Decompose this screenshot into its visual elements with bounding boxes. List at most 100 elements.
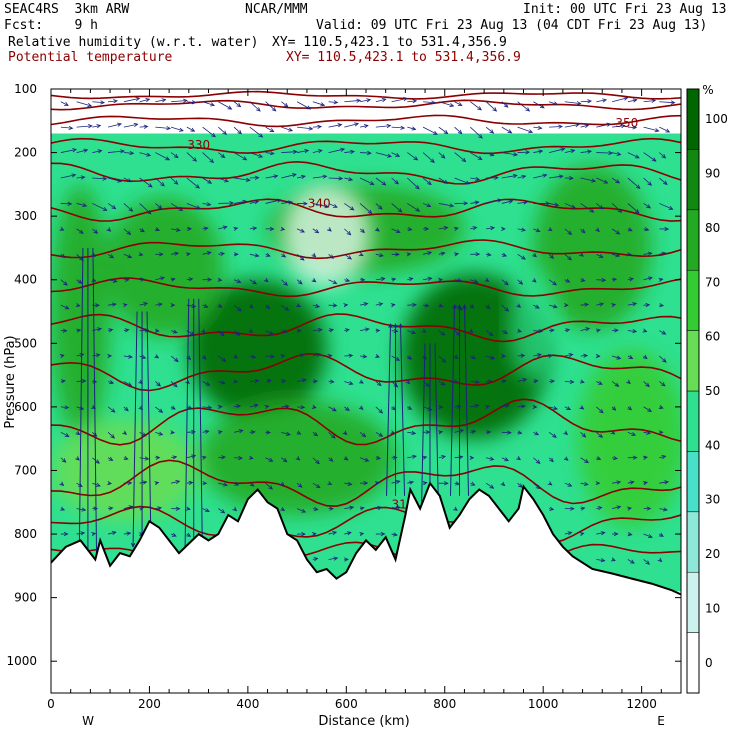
wind-arrow	[170, 177, 179, 185]
wind-arrow	[454, 177, 471, 185]
wind-arrow	[485, 304, 491, 310]
colorbar-bin	[686, 149, 700, 211]
wind-arrow	[297, 531, 306, 537]
wind-arrow	[234, 177, 251, 182]
wind-arrow	[186, 152, 198, 162]
wind-arrow	[359, 506, 365, 511]
wind-arrow	[60, 253, 66, 259]
wind-arrow	[627, 506, 632, 511]
wind-arrow	[123, 177, 132, 183]
wind-arrow	[344, 98, 362, 103]
wind-arrow	[107, 406, 116, 413]
wind-arrow	[375, 455, 381, 460]
wind-arrow	[265, 226, 275, 232]
wind-arrow	[611, 228, 621, 235]
wind-arrow	[360, 354, 368, 359]
wind-arrow	[358, 252, 364, 257]
wind-vectors	[59, 96, 676, 587]
x-tick-label: 1200	[626, 697, 657, 711]
wind-arrow	[501, 226, 506, 231]
wind-arrow	[60, 431, 70, 437]
wind-arrow	[517, 279, 524, 285]
wind-arrow	[627, 98, 638, 103]
wind-arrow	[485, 355, 496, 360]
wind-arrow	[233, 226, 239, 231]
wind-arrow	[564, 278, 571, 283]
wind-arrow	[422, 152, 435, 164]
wind-arrow	[423, 276, 433, 281]
wind-arrow	[533, 431, 540, 436]
wind-arrow	[453, 354, 459, 359]
wind-arrow	[517, 353, 526, 358]
wind-arrow	[375, 123, 392, 129]
field-theta-label: Potential temperature	[8, 50, 173, 65]
field-rh-label: Relative humidity (w.r.t. water)	[8, 35, 259, 50]
colorbar-label: 90	[705, 167, 720, 181]
wind-arrow	[627, 405, 633, 411]
wind-arrow	[75, 303, 81, 308]
wind-arrow	[202, 303, 209, 308]
theta-contour-label: 340	[308, 196, 331, 210]
wind-arrow	[398, 323, 406, 496]
wind-arrow	[281, 431, 291, 436]
wind-arrow	[596, 122, 612, 128]
wind-arrow	[248, 304, 254, 309]
wind-arrow	[312, 327, 323, 333]
wind-arrow	[312, 352, 322, 358]
wind-arrow	[643, 276, 653, 281]
wind-arrow	[107, 177, 123, 183]
wind-arrow	[122, 430, 128, 435]
wind-arrow	[454, 278, 463, 283]
wind-arrow	[312, 124, 323, 129]
wind-arrow	[470, 200, 480, 205]
wind-arrow	[265, 174, 279, 179]
wind-arrow	[233, 126, 243, 135]
wind-arrow	[393, 323, 398, 496]
wind-arrow	[359, 457, 370, 462]
wind-arrow	[75, 430, 81, 436]
wind-arrow	[453, 226, 459, 231]
wind-arrow	[248, 455, 254, 460]
wind-arrow	[564, 406, 572, 411]
wind-arrow	[407, 126, 417, 131]
colorbar-bin	[686, 209, 700, 271]
wind-arrow	[249, 126, 264, 138]
wind-arrow	[470, 429, 477, 434]
wind-arrow	[595, 353, 601, 359]
wind-arrow	[659, 177, 668, 186]
wind-arrow	[549, 328, 555, 333]
wind-arrow	[580, 327, 591, 332]
wind-arrow	[296, 303, 301, 308]
wind-arrow	[547, 226, 553, 232]
wind-arrow	[391, 97, 409, 103]
wind-arrow	[202, 126, 216, 138]
axes: 100 200 300 400 500 600 700 800 900 1000 0 200 400 60…	[6, 82, 682, 711]
wind-arrow	[596, 456, 602, 461]
wind-arrow	[612, 480, 622, 485]
wind-arrow	[328, 406, 337, 412]
wind-arrow	[485, 152, 495, 157]
wind-arrow	[312, 149, 323, 154]
wind-arrow	[659, 381, 666, 387]
wind-arrow	[407, 152, 419, 161]
wind-arrow	[438, 381, 446, 386]
wind-arrow	[469, 455, 475, 460]
wind-arrow	[170, 430, 176, 435]
wind-arrow	[327, 227, 332, 232]
wind-arrow	[501, 353, 506, 359]
wind-arrow	[611, 355, 622, 360]
wind-arrow	[265, 252, 271, 257]
wind-arrow	[611, 203, 623, 213]
wind-arrow	[612, 253, 621, 258]
wind-arrow	[564, 531, 573, 536]
wind-arrow	[122, 303, 128, 308]
wind-arrow	[218, 482, 228, 487]
wind-arrow	[155, 252, 164, 257]
wind-arrow	[312, 431, 319, 437]
wind-arrow	[297, 378, 307, 383]
wind-arrow	[296, 279, 303, 285]
y-tick-label: 300	[14, 209, 37, 223]
wind-arrow	[185, 252, 191, 257]
wind-arrow	[186, 480, 194, 485]
wind-arrow	[202, 226, 209, 231]
